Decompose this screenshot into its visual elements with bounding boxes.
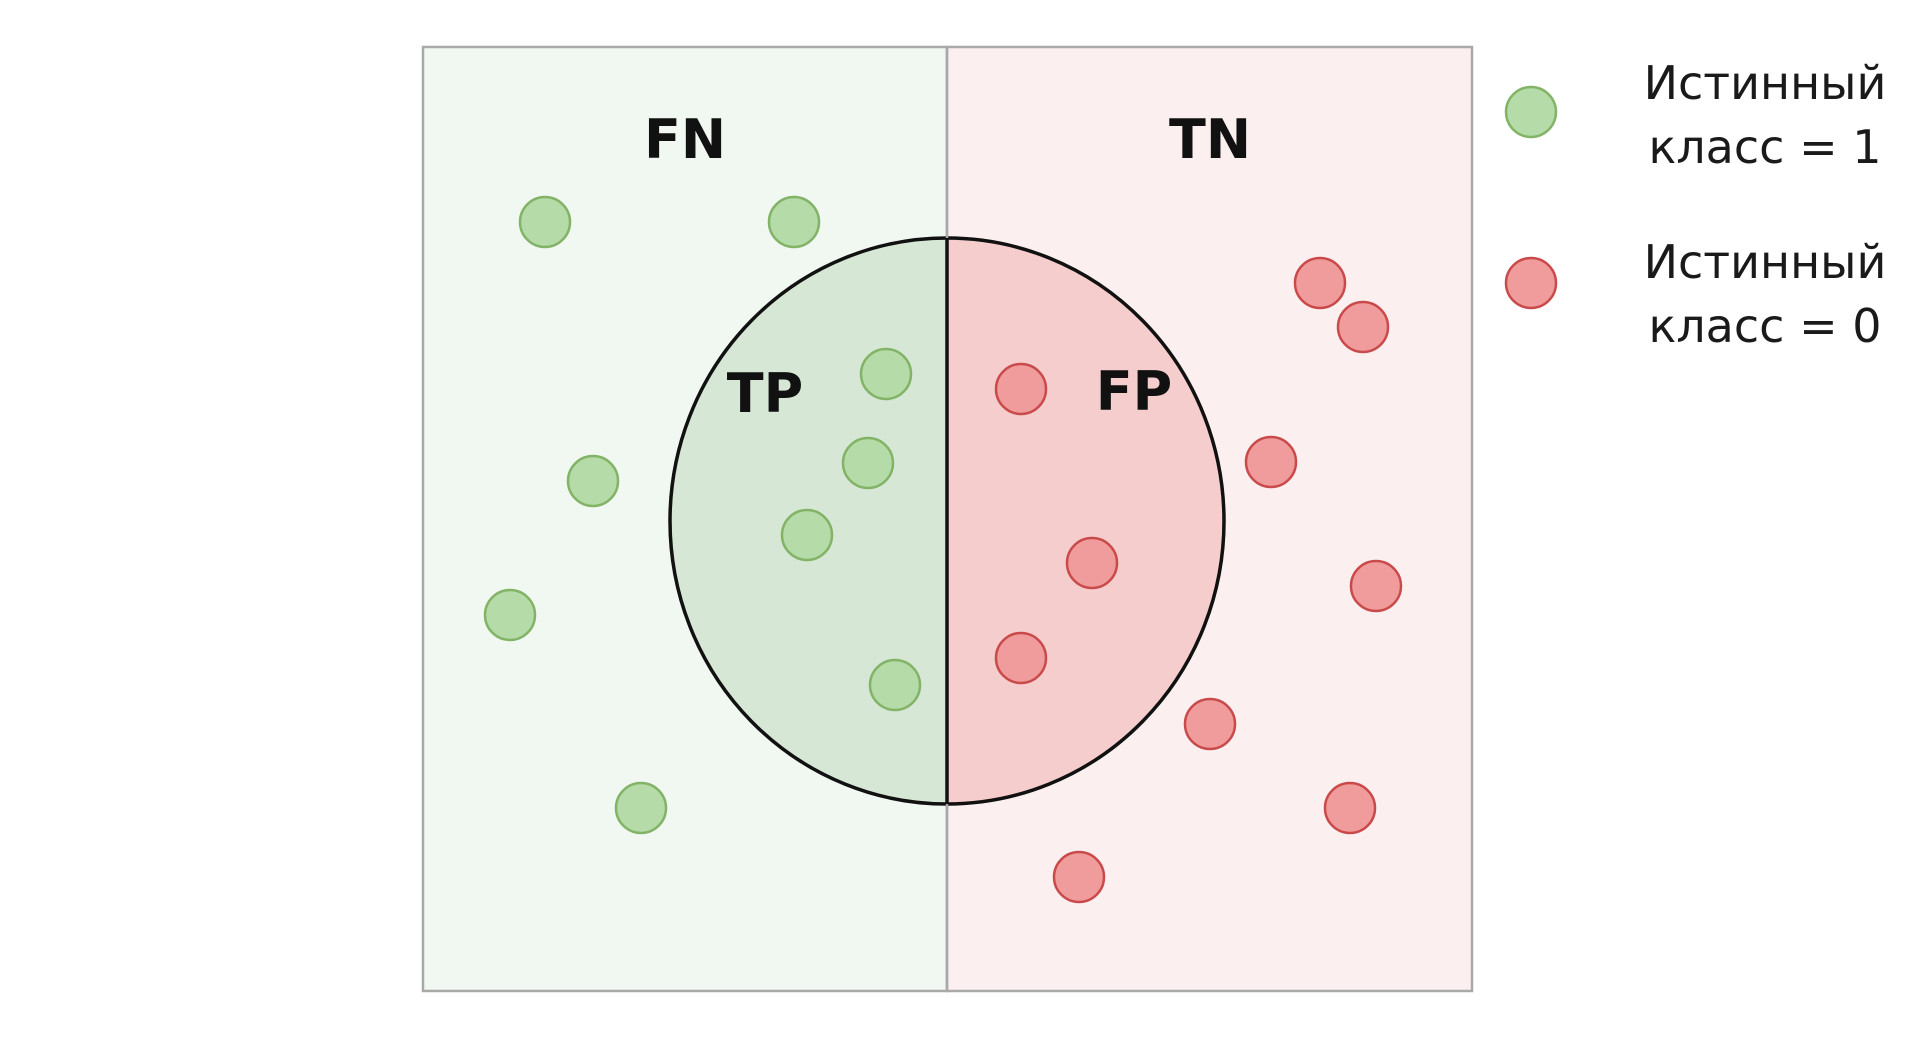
- green-point: [566, 454, 620, 508]
- red-point: [994, 631, 1048, 685]
- negative-points: [994, 256, 1403, 904]
- legend-negative-line1: Истинный: [1644, 235, 1887, 289]
- red-point: [1293, 256, 1347, 310]
- green-point: [767, 195, 821, 249]
- green-point: [483, 588, 537, 642]
- green-point: [859, 347, 913, 401]
- region-label-fn: FN: [644, 108, 726, 171]
- region-label-tn: TN: [1169, 108, 1251, 171]
- red-point: [1065, 536, 1119, 590]
- red-point: [1323, 781, 1377, 835]
- red-point: [1349, 559, 1403, 613]
- red-circle-icon: [1504, 256, 1558, 310]
- green-circle-icon: [1504, 85, 1558, 139]
- legend-positive-line2: класс = 1: [1648, 120, 1881, 174]
- region-label-tp: TP: [727, 362, 803, 425]
- green-point: [841, 436, 895, 490]
- green-point: [518, 195, 572, 249]
- red-point: [1183, 697, 1237, 751]
- red-point: [1052, 850, 1106, 904]
- legend-positive-line1: Истинный: [1644, 56, 1887, 110]
- green-point: [868, 658, 922, 712]
- green-point: [614, 781, 668, 835]
- legend: Истинный класс = 1 Истинный класс = 0: [1504, 56, 1887, 353]
- legend-negative-line2: класс = 0: [1648, 299, 1881, 353]
- positive-points: [483, 195, 922, 835]
- red-point: [994, 362, 1048, 416]
- region-label-fp: FP: [1096, 360, 1172, 423]
- red-point: [1244, 435, 1298, 489]
- green-point: [780, 508, 834, 562]
- red-point: [1336, 300, 1390, 354]
